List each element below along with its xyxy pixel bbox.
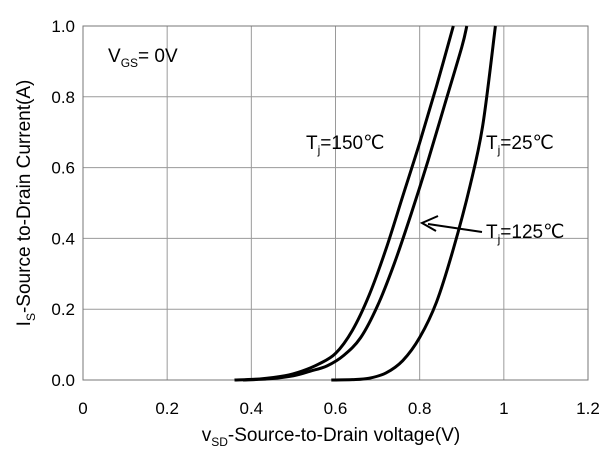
series-line-1 (242, 25, 469, 382)
arrow-125 (419, 215, 483, 233)
x-tick-label: 1 (499, 399, 508, 418)
y-tick-label: 0.8 (51, 88, 75, 107)
x-tick-label: 0.8 (408, 399, 432, 418)
grid (82, 25, 589, 381)
curves (234, 25, 497, 382)
series-line-2 (331, 25, 497, 382)
x-tick-label: 0 (78, 399, 87, 418)
x-tick-label: 0.4 (240, 399, 264, 418)
y-tick-label: 0.2 (51, 300, 75, 319)
y-axis-label: IS-Source to-Drain Current(A) (14, 80, 38, 327)
y-tick-label: 0.4 (51, 229, 75, 248)
x-axis-label: vSD-Source-to-Drain voltage(V) (202, 425, 460, 449)
series-line-0 (234, 25, 455, 382)
series-label-25: Tj=25℃ (486, 133, 554, 157)
x-tick-label: 1.2 (576, 399, 600, 418)
y-tick-label: 0.6 (51, 159, 75, 178)
x-tick-label: 0.6 (324, 399, 348, 418)
y-tick-labels: 0.0 0.2 0.4 0.6 0.8 1.0 (51, 17, 75, 390)
x-tick-labels: 0 0.2 0.4 0.6 0.8 1 1.2 (78, 399, 600, 418)
y-tick-label: 0.0 (51, 371, 75, 390)
series-label-125: Tj=125℃ (486, 222, 564, 246)
condition-label: VGS= 0V (108, 46, 178, 70)
y-tick-label: 1.0 (51, 17, 75, 36)
series-label-150: Tj=150℃ (306, 133, 384, 157)
x-tick-label: 0.2 (155, 399, 179, 418)
